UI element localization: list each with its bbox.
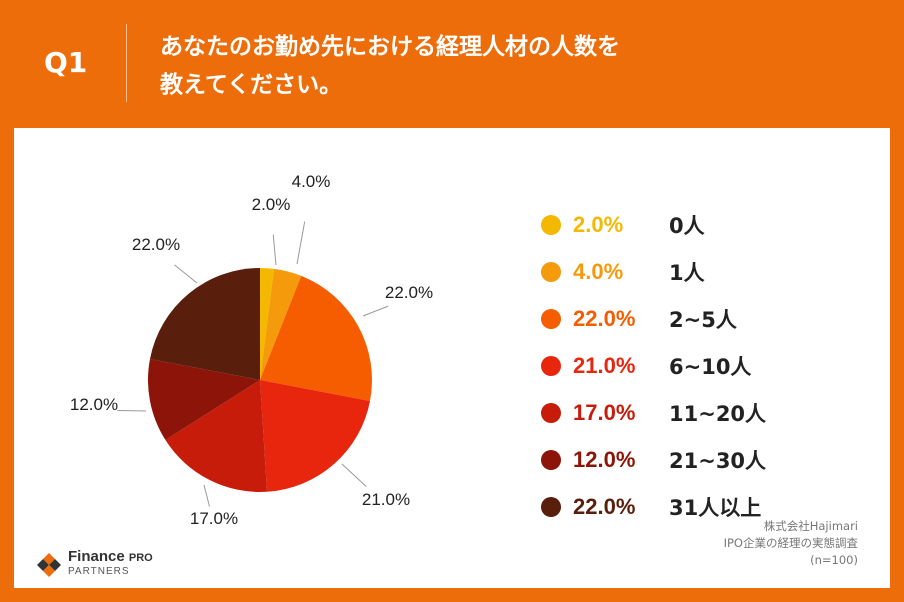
legend-item-11-20: 17.0% 11~20人	[541, 389, 871, 436]
pie-leader-line-1	[296, 221, 306, 265]
pie-leader-line-11-20	[203, 484, 210, 507]
legend-value: 2.0%	[573, 211, 624, 237]
legend-value: 12.0%	[573, 446, 636, 472]
logo-name: Finance PRO	[68, 548, 153, 565]
pie-leader-line-0	[272, 234, 277, 266]
question-title-line2: 教えてください。	[160, 72, 343, 98]
legend-value: 17.0%	[573, 399, 636, 425]
pie-slice-0	[260, 268, 275, 380]
question-title-line1: あなたのお勤め先における経理人材の人数を	[160, 34, 620, 60]
pie-slice-21-30	[148, 359, 260, 441]
pie-chart: 2.0%4.0% 22.0% 21.0% 17.0% 12.0% 22.0%	[70, 172, 433, 528]
legend-label: 21~30人	[669, 448, 767, 473]
pie-slice-1	[260, 268, 302, 380]
source-note: 株式会社Hajimari IPO企業の経理の実態調査 (n=100)	[724, 518, 858, 569]
legend-value: 22.0%	[573, 305, 636, 331]
pie-slice-2-5	[260, 275, 372, 401]
pie-leader-line-2-5	[362, 305, 389, 317]
chart-legend: 2.0% 0人 4.0% 1人 22.0% 2~5人 21.0% 6~10人 17.0% 11~2…	[541, 201, 871, 530]
legend-label: 0人	[669, 213, 705, 238]
legend-item-6-10: 21.0% 6~10人	[541, 342, 871, 389]
source-company: 株式会社Hajimari	[763, 519, 858, 533]
legend-item-21-30: 12.0% 21~30人	[541, 436, 871, 483]
legend-label: 1人	[669, 260, 705, 285]
finance-pro-logo-icon	[37, 552, 61, 577]
pie-leader-line-21-30	[117, 409, 147, 412]
source-sample: (n=100)	[810, 553, 858, 567]
legend-swatch	[541, 308, 561, 329]
pie-leader-line-31-plus	[174, 264, 198, 284]
legend-label: 31人以上	[669, 495, 762, 520]
logo-name-main: Finance	[68, 548, 125, 565]
logo-sub: PARTNERS	[68, 566, 130, 577]
legend-item-31-plus: 22.0% 31人以上	[541, 483, 871, 530]
pie-label-2-5: 22.0%	[385, 283, 433, 302]
pie-leader-line-6-10	[341, 463, 367, 487]
legend-swatch	[541, 214, 561, 235]
header-divider	[126, 24, 127, 102]
pie-slice-11-20	[165, 380, 268, 492]
legend-item-2-5: 22.0% 2~5人	[541, 295, 871, 342]
legend-label: 2~5人	[669, 307, 737, 332]
legend-item-0: 2.0% 0人	[541, 201, 871, 248]
legend-label: 6~10人	[669, 354, 752, 379]
question-number: Q1	[44, 46, 88, 79]
header: Q1 あなたのお勤め先における経理人材の人数を 教えてください。	[0, 0, 904, 128]
legend-item-1: 4.0% 1人	[541, 248, 871, 295]
legend-value: 21.0%	[573, 352, 636, 378]
logo-pro: PRO	[128, 552, 153, 564]
legend-swatch	[541, 355, 561, 376]
legend-swatch	[541, 449, 561, 470]
brand-logo: Finance PRO PARTNERS	[36, 548, 153, 579]
source-survey: IPO企業の経理の実態調査	[723, 536, 858, 550]
legend-value: 4.0%	[573, 258, 624, 284]
legend-label: 11~20人	[669, 401, 767, 426]
pie-label-11-20: 17.0%	[190, 509, 238, 528]
chart-panel: 2.0% 4.0% 22.0% 21.0% 17.0% 12.0% 22.0% 2.0% 0人…	[14, 128, 890, 588]
pie-slice-31-plus	[149, 268, 260, 380]
pie-label-31-plus: 22.0%	[132, 235, 180, 254]
pie-label-0: 2.0%	[252, 195, 291, 214]
pie-slice-6-10	[260, 380, 371, 492]
pie-label-1: 4.0%	[292, 172, 331, 191]
pie-label-6-10: 21.0%	[362, 490, 410, 509]
legend-value: 22.0%	[573, 493, 636, 519]
question-title: あなたのお勤め先における経理人材の人数を 教えてください。	[160, 28, 880, 104]
legend-swatch	[541, 261, 561, 282]
legend-swatch	[541, 402, 561, 423]
legend-swatch	[541, 496, 561, 517]
pie-label-21-30: 12.0%	[70, 395, 118, 414]
